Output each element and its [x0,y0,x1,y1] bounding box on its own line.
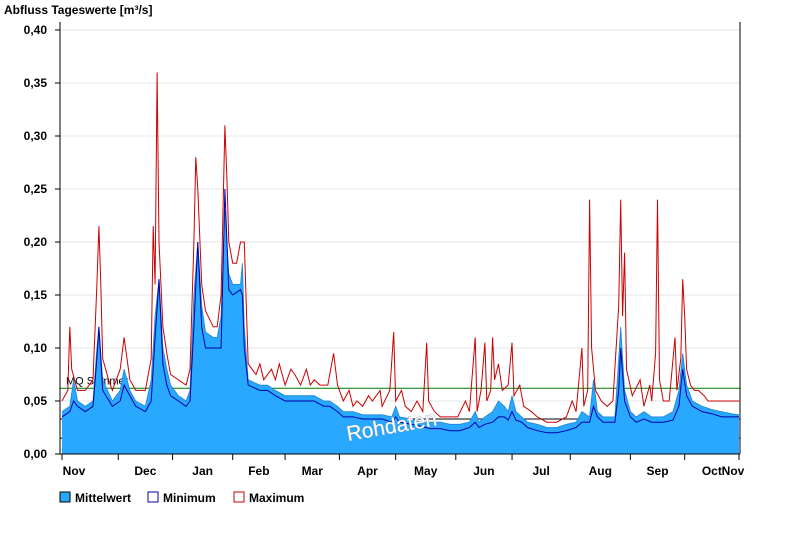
y-tick-label: 0,15 [24,288,48,302]
x-tick-label: Mar [302,464,324,478]
gridlines [60,29,740,402]
x-tick-label: Nov [63,464,86,478]
axes: 0,00 0,05 0,10 0,15 0,20 0,25 0,30 0,35 0,40 Nov D… [24,22,745,478]
legend-swatch-maximum [233,491,245,503]
series-minimum-line [61,188,739,434]
x-tick-label: Apr [357,464,378,478]
x-tick-label: May [414,464,438,478]
x-tick-label: Jan [192,464,213,478]
chart-title: Abfluss Tageswerte [m³/s] [4,3,152,17]
legend-label-mittelwert: Mittelwert [75,491,131,505]
y-tick-label: 0,10 [24,341,48,355]
x-tick-label: Jun [473,464,494,478]
x-tick-label: Dec [134,464,156,478]
x-tick-label: Nov [722,464,745,478]
legend: Mittelwert Minimum Maximum [59,491,304,505]
series-layer [61,72,740,454]
y-tick-label: 0,40 [24,23,48,37]
x-tick-label: Feb [248,464,269,478]
legend-swatch-minimum [147,491,159,503]
legend-label-maximum: Maximum [249,491,304,505]
y-tick-label: 0,05 [24,394,48,408]
y-tick-label: 0,35 [24,76,48,90]
legend-swatch-mittelwert [59,491,71,503]
y-tick-label: 0,00 [24,447,48,461]
x-tick-label: Jul [532,464,549,478]
series-maximum-line [61,72,739,423]
x-tick-label: Sep [647,464,669,478]
y-tick-label: 0,20 [24,235,48,249]
y-tick-label: 0,30 [24,129,48,143]
legend-label-minimum: Minimum [163,491,216,505]
x-tick-label: Aug [589,464,612,478]
x-tick-label: Oct [702,464,722,478]
y-tick-label: 0,25 [24,182,48,196]
series-mittelwert-area [62,210,739,454]
